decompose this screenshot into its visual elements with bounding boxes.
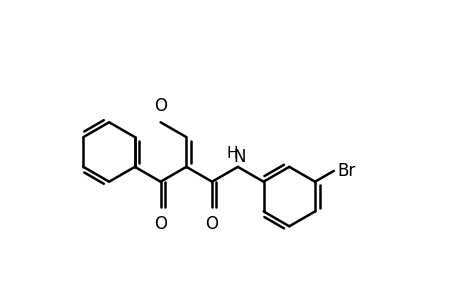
Text: N: N <box>233 148 246 166</box>
Text: O: O <box>205 215 218 233</box>
Text: O: O <box>154 97 167 115</box>
Text: Br: Br <box>336 162 354 180</box>
Text: H: H <box>226 146 237 161</box>
Text: O: O <box>154 215 167 233</box>
